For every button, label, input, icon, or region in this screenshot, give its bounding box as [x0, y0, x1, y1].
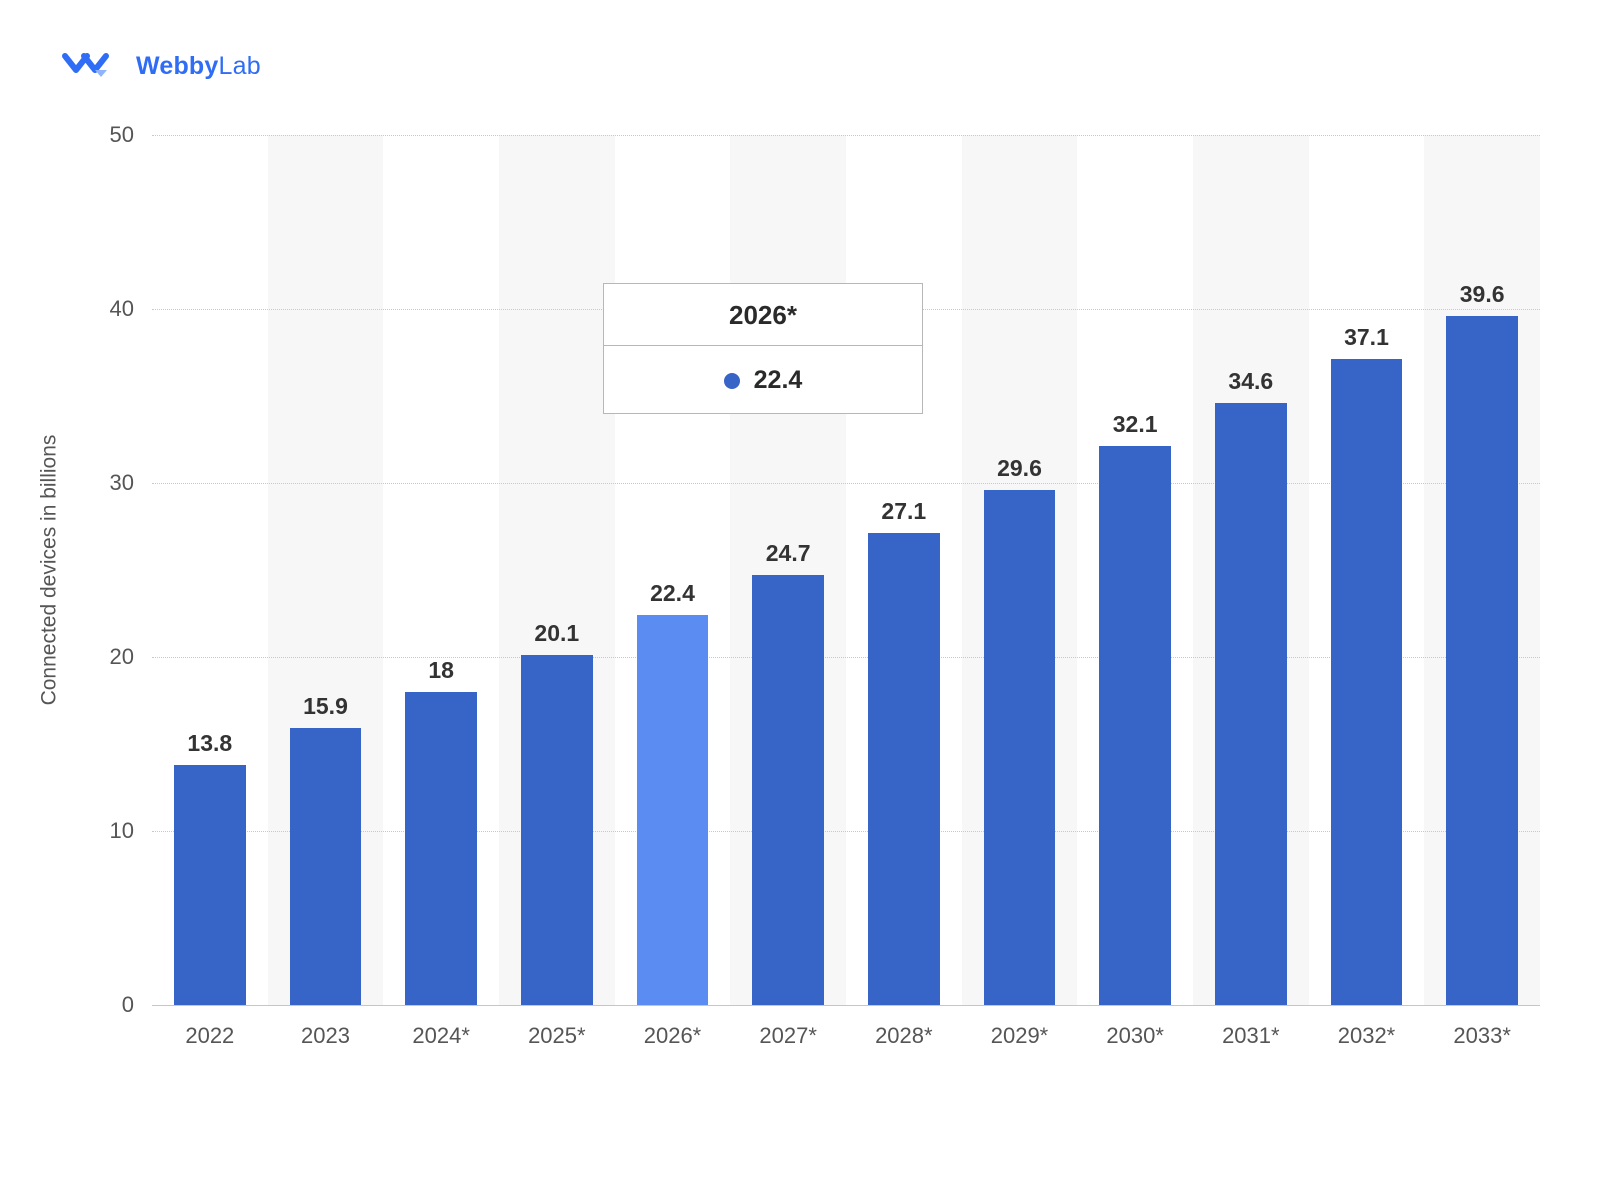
y-axis-title-text: Connected devices in billions [37, 435, 61, 706]
brand-block: WebbyLab [62, 46, 261, 86]
bar[interactable]: 37.1 [1331, 359, 1403, 1005]
bar-value-label: 13.8 [187, 730, 232, 765]
x-tick-label: 2026* [644, 1023, 702, 1049]
bar[interactable]: 15.9 [290, 728, 362, 1005]
brand-name: WebbyLab [136, 52, 261, 81]
tooltip-value: 22.4 [754, 366, 803, 395]
brand-name-part1: Webby [136, 52, 219, 80]
y-tick-label: 40 [102, 296, 152, 322]
bar[interactable]: 39.6 [1446, 316, 1518, 1005]
bar[interactable]: 29.6 [984, 490, 1056, 1005]
x-axis: 2022 2023 2024* 2025* 2026* 2027* 2028* 2029* 20… [152, 1005, 1540, 1075]
x-tick-label: 2029* [991, 1023, 1049, 1049]
bar-value-label: 18 [428, 657, 454, 692]
y-tick-label: 20 [102, 644, 152, 670]
bar[interactable]: 20.1 [521, 655, 593, 1005]
bar-value-label: 15.9 [303, 693, 348, 728]
x-tick-label: 2027* [759, 1023, 817, 1049]
bar-value-label: 32.1 [1113, 411, 1158, 446]
x-tick-label: 2023 [301, 1023, 350, 1049]
x-tick-label: 2022 [185, 1023, 234, 1049]
bar[interactable]: 22.4 [637, 615, 709, 1005]
y-axis-title: Connected devices in billions [34, 135, 64, 1005]
gridline [152, 135, 1540, 136]
x-tick-label: 2032* [1338, 1023, 1396, 1049]
bar[interactable]: 13.8 [174, 765, 246, 1005]
brand-logo-icon [62, 46, 122, 86]
x-tick-label: 2024* [412, 1023, 470, 1049]
y-tick-label: 10 [102, 818, 152, 844]
tooltip-body: 22.4 [604, 346, 922, 413]
bar-value-label: 22.4 [650, 580, 695, 615]
bar-value-label: 34.6 [1228, 368, 1273, 403]
bar[interactable]: 32.1 [1099, 446, 1171, 1005]
brand-name-part2: Lab [219, 52, 261, 80]
tooltip-marker-icon [724, 373, 740, 389]
plot-area: 0102030405013.815.91820.122.424.727.129.… [152, 135, 1540, 1005]
x-tick-label: 2031* [1222, 1023, 1280, 1049]
bar-value-label: 24.7 [766, 540, 811, 575]
bar[interactable]: 34.6 [1215, 403, 1287, 1005]
bar-value-label: 29.6 [997, 455, 1042, 490]
bar[interactable]: 18 [405, 692, 477, 1005]
bar-value-label: 27.1 [881, 498, 926, 533]
bar-value-label: 37.1 [1344, 324, 1389, 359]
bar-value-label: 20.1 [534, 620, 579, 655]
x-tick-label: 2033* [1453, 1023, 1511, 1049]
bar[interactable]: 27.1 [868, 533, 940, 1005]
tooltip: 2026* 22.4 [603, 283, 923, 414]
bar[interactable]: 24.7 [752, 575, 824, 1005]
y-tick-label: 50 [102, 122, 152, 148]
bar-value-label: 39.6 [1460, 281, 1505, 316]
root: WebbyLab Connected devices in billions 0… [0, 0, 1600, 1200]
chart: Connected devices in billions 0102030405… [100, 135, 1540, 1075]
y-tick-label: 0 [102, 992, 152, 1018]
y-tick-label: 30 [102, 470, 152, 496]
x-tick-label: 2028* [875, 1023, 933, 1049]
x-tick-label: 2030* [1106, 1023, 1164, 1049]
tooltip-header: 2026* [604, 284, 922, 346]
x-tick-label: 2025* [528, 1023, 586, 1049]
